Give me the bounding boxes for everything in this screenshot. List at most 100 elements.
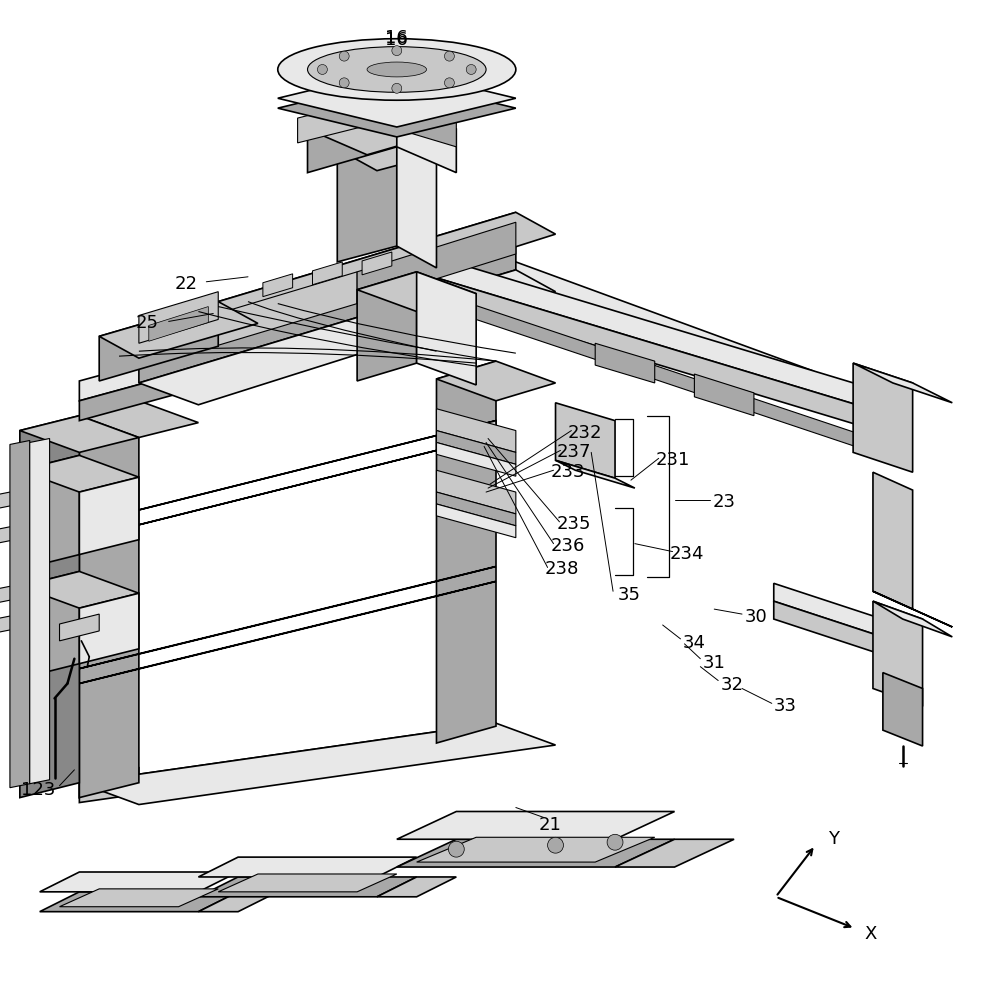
Polygon shape <box>79 566 496 669</box>
Circle shape <box>444 78 454 88</box>
Circle shape <box>607 834 623 850</box>
Polygon shape <box>436 492 516 526</box>
Polygon shape <box>30 438 50 784</box>
Polygon shape <box>40 872 238 892</box>
Polygon shape <box>139 212 556 347</box>
Polygon shape <box>774 601 913 665</box>
Polygon shape <box>873 601 952 637</box>
Polygon shape <box>79 401 139 798</box>
Ellipse shape <box>308 47 486 92</box>
Polygon shape <box>79 593 139 664</box>
Polygon shape <box>615 839 734 867</box>
Text: 232: 232 <box>568 424 602 442</box>
Polygon shape <box>873 472 913 609</box>
Polygon shape <box>149 307 208 341</box>
Polygon shape <box>139 292 218 343</box>
Polygon shape <box>556 460 635 488</box>
Polygon shape <box>198 877 417 897</box>
Circle shape <box>466 65 476 74</box>
Text: 235: 235 <box>557 515 590 533</box>
Polygon shape <box>20 455 139 492</box>
Polygon shape <box>0 523 30 545</box>
Polygon shape <box>595 343 655 383</box>
Polygon shape <box>79 581 496 684</box>
Text: 237: 237 <box>558 443 591 461</box>
Polygon shape <box>337 133 436 171</box>
Text: 123: 123 <box>21 781 55 799</box>
Polygon shape <box>308 103 456 155</box>
Polygon shape <box>79 477 139 555</box>
Text: 22: 22 <box>175 275 198 293</box>
Polygon shape <box>79 436 496 540</box>
Text: Y: Y <box>827 830 839 848</box>
Circle shape <box>548 837 563 853</box>
Polygon shape <box>20 571 79 679</box>
Polygon shape <box>79 768 139 798</box>
Polygon shape <box>853 363 913 472</box>
Circle shape <box>448 841 464 857</box>
Text: 34: 34 <box>682 634 706 652</box>
Polygon shape <box>436 431 516 464</box>
Polygon shape <box>436 361 496 743</box>
Polygon shape <box>377 877 456 897</box>
Text: 31: 31 <box>702 654 726 672</box>
Polygon shape <box>397 811 675 839</box>
Polygon shape <box>357 222 516 304</box>
Polygon shape <box>436 504 516 538</box>
Text: 21: 21 <box>539 816 562 834</box>
Polygon shape <box>694 374 754 416</box>
Polygon shape <box>397 103 456 173</box>
Polygon shape <box>0 582 30 604</box>
Polygon shape <box>873 591 952 627</box>
Polygon shape <box>198 892 278 912</box>
Polygon shape <box>20 416 79 798</box>
Polygon shape <box>139 212 516 383</box>
Polygon shape <box>0 488 30 510</box>
Text: 231: 231 <box>656 451 689 469</box>
Text: 33: 33 <box>774 697 798 715</box>
Polygon shape <box>139 270 556 405</box>
Polygon shape <box>516 282 813 411</box>
Polygon shape <box>446 296 873 452</box>
Polygon shape <box>79 282 516 421</box>
Polygon shape <box>357 272 476 312</box>
Text: 234: 234 <box>670 545 703 563</box>
Polygon shape <box>436 421 496 450</box>
Polygon shape <box>774 583 913 647</box>
Circle shape <box>444 51 454 61</box>
Polygon shape <box>417 272 893 436</box>
Polygon shape <box>60 889 218 907</box>
Polygon shape <box>60 614 99 641</box>
Polygon shape <box>0 612 30 634</box>
Polygon shape <box>263 274 293 297</box>
Polygon shape <box>20 455 79 569</box>
Polygon shape <box>397 839 675 867</box>
Polygon shape <box>397 133 436 268</box>
Polygon shape <box>357 272 417 381</box>
Polygon shape <box>436 442 516 476</box>
Text: 16: 16 <box>386 29 408 47</box>
Text: 25: 25 <box>135 314 159 332</box>
Text: X: X <box>865 925 877 943</box>
Circle shape <box>392 46 402 56</box>
Polygon shape <box>556 403 615 478</box>
Polygon shape <box>218 874 397 892</box>
Polygon shape <box>337 133 397 262</box>
Circle shape <box>339 78 349 88</box>
Polygon shape <box>79 723 556 805</box>
Polygon shape <box>79 262 813 401</box>
Polygon shape <box>20 571 139 608</box>
Polygon shape <box>417 251 893 416</box>
Ellipse shape <box>367 62 427 77</box>
Polygon shape <box>853 363 952 403</box>
Polygon shape <box>436 361 556 401</box>
Text: 32: 32 <box>720 676 744 694</box>
Polygon shape <box>362 252 392 275</box>
Polygon shape <box>278 69 516 127</box>
Polygon shape <box>79 421 496 525</box>
Polygon shape <box>10 440 30 788</box>
Polygon shape <box>278 79 516 137</box>
Polygon shape <box>298 98 377 143</box>
Text: 16: 16 <box>386 31 408 49</box>
Polygon shape <box>417 272 476 385</box>
